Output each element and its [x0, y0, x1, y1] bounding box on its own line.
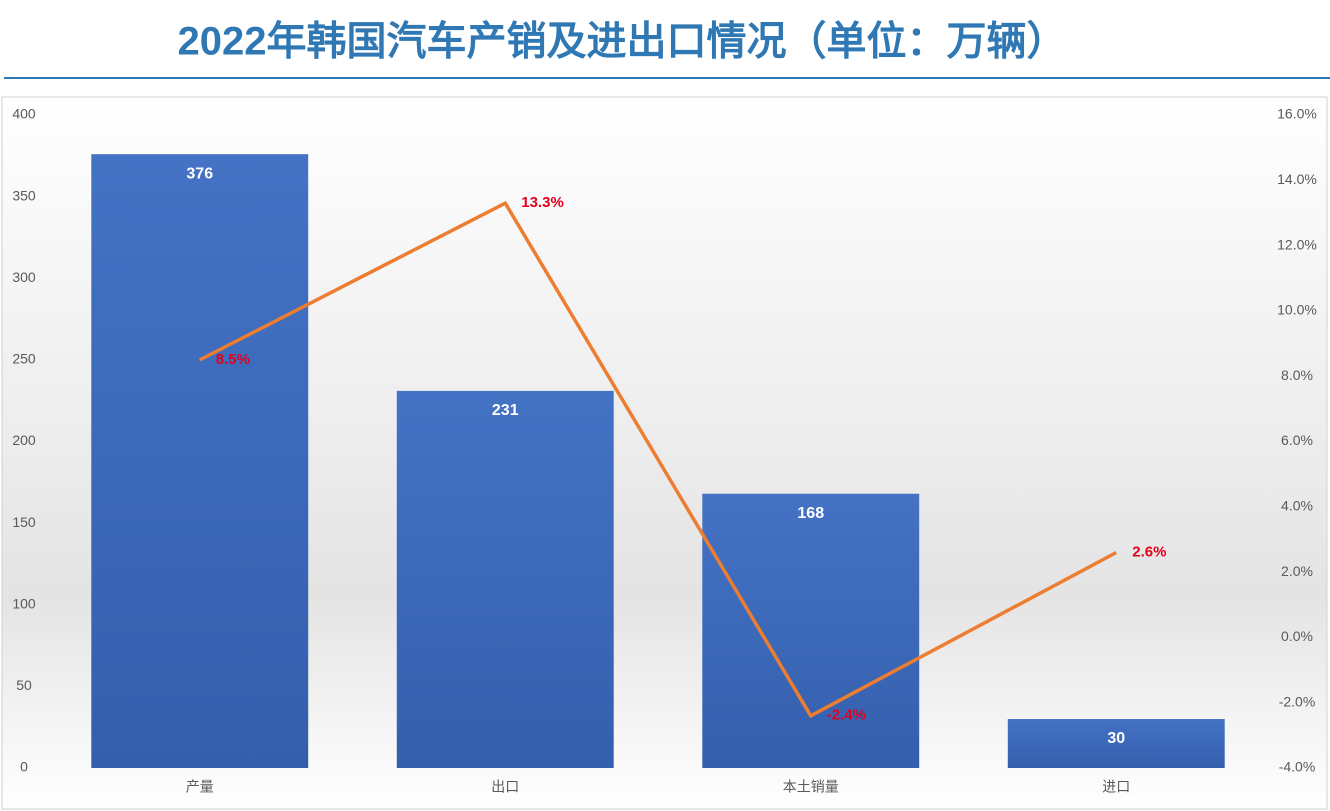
x-tick-label: 出口 — [491, 779, 519, 795]
x-tick-label: 本土销量 — [783, 779, 839, 795]
y-tick-label: 300 — [12, 269, 36, 285]
y2-tick-label: 6.0% — [1281, 432, 1313, 448]
y-tick-label: 200 — [12, 432, 36, 448]
y2-tick-label: -2.0% — [1279, 693, 1316, 709]
bar — [396, 390, 614, 768]
y-tick-label: 400 — [12, 106, 36, 122]
bar-value-label: 30 — [1107, 730, 1125, 747]
y-tick-label: 0 — [20, 759, 28, 775]
y2-tick-label: 2.0% — [1281, 563, 1313, 579]
y-tick-label: 100 — [12, 595, 36, 611]
bar — [91, 154, 309, 768]
y2-tick-label: 8.0% — [1281, 367, 1313, 383]
y-tick-label: 50 — [16, 677, 32, 693]
bar — [702, 493, 920, 768]
y-tick-label: 250 — [12, 351, 36, 367]
line-value-label: -2.4% — [827, 707, 866, 724]
y-tick-label: 150 — [12, 514, 36, 530]
x-tick-label: 产量 — [186, 779, 214, 795]
y2-tick-label: -4.0% — [1279, 759, 1316, 775]
line — [198, 200, 1118, 719]
x-tick-label: 进口 — [1102, 779, 1130, 795]
y2-tick-label: 4.0% — [1281, 498, 1313, 514]
y2-tick-label: 14.0% — [1277, 171, 1317, 187]
y2-tick-label: 12.0% — [1277, 236, 1317, 252]
bar-value-label: 231 — [492, 402, 519, 419]
y2-tick-label: 16.0% — [1277, 106, 1317, 122]
bar-value-label: 376 — [186, 165, 213, 182]
line-value-label: 13.3% — [521, 194, 564, 211]
y2-tick-label: 0.0% — [1281, 628, 1313, 644]
bar-value-label: 168 — [797, 505, 824, 522]
y-tick-label: 350 — [12, 187, 36, 203]
line-value-label: 2.6% — [1132, 543, 1166, 560]
line-value-label: 8.5% — [216, 351, 250, 368]
bar — [1007, 719, 1225, 768]
chart-title: 2022年韩国汽车产销及进出口情况（单位：万辆） — [178, 20, 1067, 64]
y2-tick-label: 10.0% — [1277, 302, 1317, 318]
